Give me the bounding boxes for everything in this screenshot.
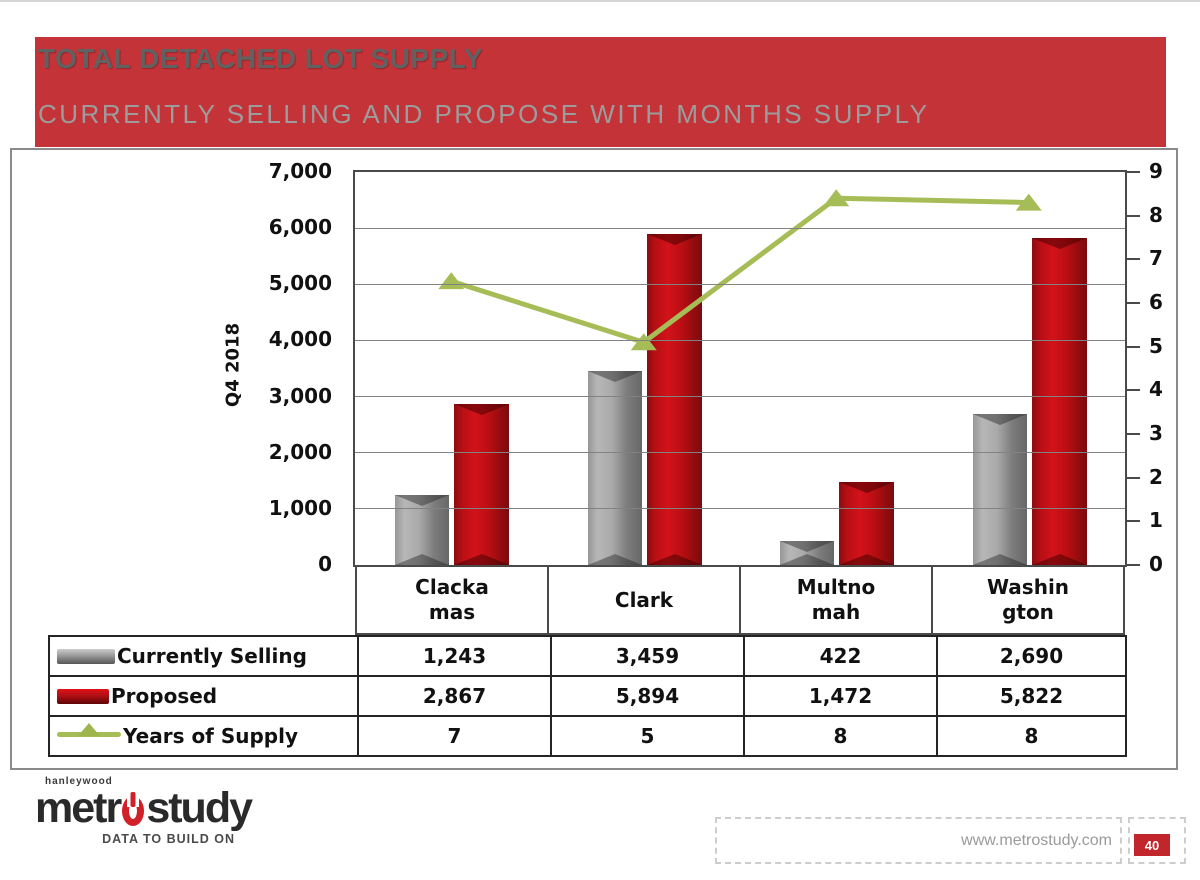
gridline — [355, 227, 1125, 229]
right-axis-tick-label: 9 — [1149, 159, 1163, 183]
right-axis-tick-mark — [1127, 214, 1140, 217]
right-axis-tick-label: 8 — [1149, 202, 1163, 227]
bars-layer — [355, 172, 1125, 565]
table-row-years-of-supply: Years of Supply 7 5 8 8 — [50, 715, 1125, 755]
gridline — [355, 508, 1125, 510]
table-value-proposed-clark: 5,894 — [550, 677, 743, 715]
category-label-washington: Washin gton — [931, 567, 1123, 633]
power-icon-stick — [130, 791, 136, 807]
left-axis-tick-label: 1,000 — [268, 495, 332, 520]
table-value-currently-selling-clackamas: 1,243 — [357, 637, 550, 675]
line-layer — [438, 189, 1042, 351]
website-url: www.metrostudy.com — [961, 831, 1112, 849]
category-label-clark: Clark — [547, 567, 739, 633]
line-marker-clark — [630, 333, 657, 351]
metrostudy-logo: hanleywood metr study DATA TO BUILD ON — [35, 776, 253, 846]
right-axis-tick-mark — [1127, 389, 1140, 392]
right-axis-tick-label: 0 — [1149, 552, 1163, 576]
slide-subtitle: CURRENTLY SELLING AND PROPOSE WITH MONTH… — [38, 99, 930, 129]
left-axis-tick-label: 0 — [318, 552, 332, 576]
gridline — [355, 339, 1125, 341]
right-axis-tick-label: 6 — [1149, 290, 1163, 314]
right-axis-tick-label: 5 — [1149, 333, 1163, 358]
category-label-multnomah: Multno mah — [739, 567, 931, 633]
left-axis-tick-label: 2,000 — [268, 439, 332, 464]
logo-tagline: DATA TO BUILD ON — [102, 832, 235, 846]
line-marker-multnomah — [823, 189, 850, 207]
right-axis-tick-mark — [1127, 171, 1140, 173]
page-number-box: 40 — [1128, 817, 1186, 864]
legend-bar-red-swatch — [57, 688, 109, 704]
table-value-years-of-supply-multnomah: 8 — [743, 717, 936, 755]
right-axis-tick-mark — [1127, 476, 1140, 479]
left-axis-tick-label: 5,000 — [268, 271, 332, 296]
line-marker-washington — [1015, 193, 1042, 211]
metrostudy-logo-name: metr study — [35, 784, 253, 832]
table-row-currently-selling: Currently Selling 1,243 3,459 422 2,690 — [50, 637, 1125, 675]
legend-bar-gray-swatch — [57, 648, 115, 664]
right-axis-tick-mark — [1127, 258, 1140, 261]
right-axis-tick-label: 1 — [1149, 508, 1163, 533]
left-axis-tick-label: 7,000 — [268, 159, 332, 183]
legend-label: Currently Selling — [117, 644, 307, 668]
legend-cell-proposed: Proposed — [50, 677, 357, 715]
right-axis-tick-mark — [1127, 433, 1140, 435]
gridline — [355, 452, 1125, 454]
left-axis-tick-label: 3,000 — [268, 383, 332, 408]
right-axis-tick-mark — [1127, 345, 1140, 348]
bar-proposed-clark — [646, 234, 702, 565]
title-banner: TOTAL DETACHED LOT SUPPLY CURRENTLY SELL… — [35, 37, 1166, 147]
legend-line-swatch — [57, 731, 121, 737]
line-years-of-supply — [450, 195, 1029, 345]
line-marker-clackamas — [438, 272, 465, 290]
power-button-icon — [122, 791, 145, 826]
legend-cell-years-of-supply: Years of Supply — [50, 717, 357, 755]
legend-cell-currently-selling: Currently Selling — [50, 637, 357, 675]
legend-label: Years of Supply — [123, 724, 299, 748]
legend-label: Proposed — [111, 684, 218, 708]
gridline — [355, 396, 1125, 398]
table-value-proposed-multnomah: 1,472 — [743, 677, 936, 715]
logo-text-post: study — [146, 784, 253, 832]
gridline — [355, 283, 1125, 285]
right-axis-tick-label: 3 — [1149, 421, 1163, 445]
table-value-currently-selling-multnomah: 422 — [743, 637, 936, 675]
category-label-clackamas: Clacka mas — [415, 575, 489, 624]
table-row-proposed: Proposed 2,867 5,894 1,472 5,822 — [50, 675, 1125, 715]
left-axis-tick-label: 6,000 — [268, 215, 332, 240]
right-axis-tick-label: 4 — [1149, 377, 1163, 402]
table-value-years-of-supply-clark: 5 — [550, 717, 743, 755]
bar-proposed-clackamas — [454, 404, 510, 565]
bar-currently-selling-washington — [972, 413, 1027, 565]
category-axis-row: Clacka mas Clark Multno mah Washin gton — [355, 565, 1125, 635]
table-value-currently-selling-washington: 2,690 — [936, 637, 1125, 675]
logo-text-pre: metr — [35, 784, 122, 832]
chart-data-table: Currently Selling 1,243 3,459 422 2,690 Propo… — [48, 635, 1127, 757]
bar-proposed-multnomah — [839, 482, 895, 565]
right-axis-tick-mark — [1127, 520, 1140, 523]
plot-area — [353, 170, 1127, 567]
right-axis-tick-label: 7 — [1149, 246, 1163, 271]
bar-currently-selling-multnomah — [780, 541, 835, 565]
website-placeholder-box: www.metrostudy.com — [715, 817, 1122, 864]
bar-currently-selling-clackamas — [395, 495, 450, 565]
table-value-years-of-supply-clackamas: 7 — [357, 717, 550, 755]
table-value-currently-selling-clark: 3,459 — [550, 637, 743, 675]
right-axis-tick-label: 2 — [1149, 464, 1163, 489]
hanleywood-logo-text: hanleywood — [45, 776, 113, 787]
table-value-proposed-clackamas: 2,867 — [357, 677, 550, 715]
page-number-badge: 40 — [1134, 834, 1170, 856]
right-axis-tick-mark — [1127, 564, 1140, 566]
bar-proposed-washington — [1031, 238, 1087, 565]
bar-currently-selling-clark — [587, 370, 642, 565]
slide-title: TOTAL DETACHED LOT SUPPLY — [38, 43, 483, 74]
left-axis-tick-label: 4,000 — [268, 327, 332, 352]
table-value-proposed-washington: 5,822 — [936, 677, 1125, 715]
right-axis-tick-mark — [1127, 302, 1140, 304]
table-value-years-of-supply-washington: 8 — [936, 717, 1125, 755]
